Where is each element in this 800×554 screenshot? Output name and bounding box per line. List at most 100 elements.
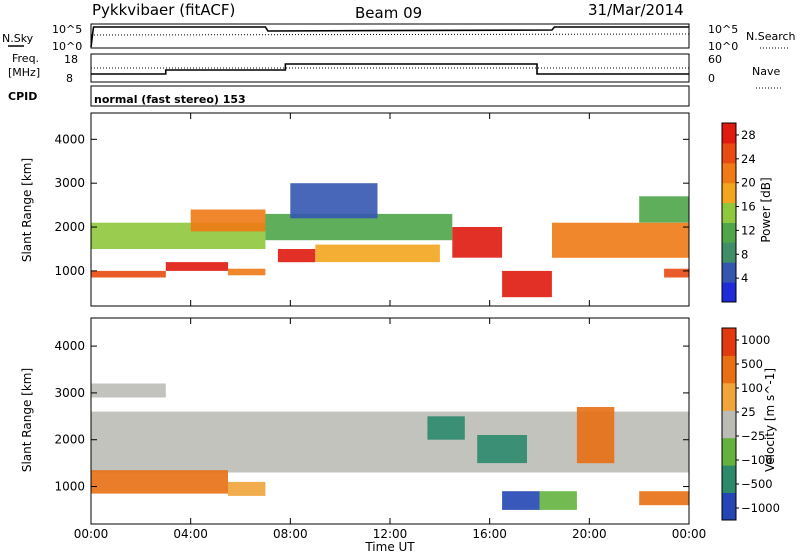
power-colorbar-label-3: 16	[741, 200, 756, 214]
xtick-label-0: 00:00	[74, 527, 109, 541]
xtick-label-1: 04:00	[173, 527, 208, 541]
velocity-colorbar-segment-0	[722, 492, 736, 521]
beam-label: Beam 09	[355, 4, 422, 22]
velocity-colorbar-segment-3	[722, 410, 736, 439]
power-band-0	[91, 270, 166, 278]
xtick-label-3: 12:00	[373, 527, 408, 541]
power-colorbar-segment-1	[722, 262, 736, 283]
velocity-ytick-label-3: 4000	[54, 339, 85, 353]
velocity-colorbar-label-5: −100	[741, 453, 773, 467]
power-colorbar-label-4: 20	[741, 176, 756, 190]
power-colorbar-segment-0	[722, 282, 736, 303]
power-band-13	[664, 268, 689, 278]
power-band-8	[315, 244, 440, 263]
power-ytick-label-1: 2000	[54, 220, 85, 234]
velocity-colorbar-label-2: 100	[741, 381, 763, 395]
velocity-ytick-label-2: 3000	[54, 386, 85, 400]
velocity-band-8	[576, 407, 615, 464]
velocity-ytick-label-0: 1000	[54, 480, 85, 494]
nsearch-line	[90, 33, 690, 36]
freq-label: Freq.	[12, 52, 39, 65]
velocity-colorbar: 1000 500 100 25 −25 −100 −500 −1000	[721, 327, 780, 521]
power-y-ticks: 1000 2000 3000 4000	[54, 132, 689, 278]
velocity-colorbar-label-4: −25	[741, 429, 765, 443]
nave-label: Nave	[752, 65, 780, 78]
date-label: 31/Mar/2014	[588, 1, 684, 19]
cpid-frame	[90, 85, 690, 107]
power-colorbar-label: Power [dB]	[759, 177, 773, 242]
power-colorbar-label-5: 24	[741, 152, 756, 166]
power-band-12	[639, 196, 689, 223]
power-colorbar-segment-5	[722, 182, 736, 204]
power-colorbar-label-6: 28	[741, 128, 756, 142]
velocity-colorbar-label-6: −500	[741, 477, 773, 491]
xtick-label-2: 08:00	[273, 527, 308, 541]
noise-left-tick-low: 10^0	[52, 40, 82, 53]
power-band-7	[277, 249, 316, 263]
nsky-line	[90, 26, 689, 48]
power-colorbar-segment-8	[722, 123, 736, 144]
xtick-label-5: 20:00	[572, 527, 607, 541]
nsky-label: N.Sky	[2, 32, 34, 45]
power-colorbar-segment-6	[722, 162, 736, 184]
power-band-2	[228, 268, 266, 276]
velocity-band-5	[477, 435, 527, 464]
freq-left-tick-low: 8	[66, 72, 73, 85]
power-colorbar-label-2: 12	[741, 223, 756, 237]
power-plot-background	[91, 113, 689, 306]
velocity-band-4	[427, 416, 465, 440]
velocity-colorbar-segment-2	[722, 437, 736, 466]
power-band-1	[165, 262, 229, 271]
xtick-label-4: 16:00	[472, 527, 507, 541]
station-title: Pykkvibaer (fitACF)	[92, 1, 235, 19]
power-band-4	[190, 209, 266, 232]
velocity-ytick-label-1: 2000	[54, 433, 85, 447]
power-band-9	[452, 227, 503, 258]
velocity-band-6	[502, 491, 540, 510]
power-band-6	[290, 183, 378, 219]
power-ytick-label-3: 4000	[54, 132, 85, 146]
velocity-colorbar-label-1: 500	[741, 357, 763, 371]
power-colorbar-label-1: 8	[741, 247, 748, 261]
power-ylabel: Slant Range [km]	[20, 158, 34, 262]
power-panel: 1000 2000 3000 4000 Slant Range [km] 4 8 12 16…	[20, 112, 773, 307]
noise-panel-frame	[90, 23, 690, 49]
frequency-panel-frame	[90, 53, 690, 83]
velocity-colorbar-segment-5	[722, 355, 736, 384]
noise-right-tick-low: 10^0	[708, 40, 738, 53]
velocity-colorbar-label-0: 1000	[741, 333, 770, 347]
power-colorbar-segment-3	[722, 222, 736, 243]
power-colorbar-segment-2	[722, 242, 736, 263]
velocity-colorbar-label: Velocity [m s^-1]	[763, 368, 777, 472]
power-colorbar-label-0: 4	[741, 271, 748, 285]
power-colorbar-frame	[721, 122, 737, 303]
xlabel: Time UT	[364, 540, 415, 554]
velocity-band-9	[639, 491, 689, 506]
velocity-colorbar-label-7: −1000	[741, 501, 780, 515]
velocity-y-ticks: 1000 2000 3000 4000	[54, 339, 689, 494]
xtick-label-6: 00:00	[672, 527, 707, 541]
velocity-colorbar-segment-4	[722, 382, 736, 411]
velocity-band-2	[228, 481, 266, 496]
velocity-band-1	[91, 470, 228, 494]
power-band-11	[552, 222, 689, 258]
freq-right-tick-low: 0	[708, 72, 715, 85]
power-colorbar: 4 8 12 16 20 24 28	[721, 122, 756, 303]
power-band-10	[502, 270, 552, 298]
power-ytick-label-2: 3000	[54, 176, 85, 190]
velocity-panel: 1000 2000 3000 4000 Slant Range [km] 1000 50…	[20, 317, 780, 525]
nsearch-label: N.Search	[746, 30, 796, 43]
velocity-colorbar-segment-6	[722, 328, 736, 356]
cpid-row: CPID normal (fast stereo) 153	[8, 85, 690, 107]
velocity-colorbar-label-3: 25	[741, 405, 756, 419]
freq-left-tick-high: 18	[64, 53, 78, 66]
power-data-layer	[91, 183, 689, 298]
power-ytick-label-0: 1000	[54, 264, 85, 278]
noise-left-tick-high: 10^5	[52, 23, 82, 36]
cpid-label: CPID	[8, 90, 37, 103]
noise-panel: N.Sky 10^5 10^0 10^5 10^0 N.Search	[2, 23, 796, 53]
time-x-ticks: 00:00 04:00 08:00 12:00 16:00 20:00 00:00	[74, 113, 707, 541]
frequency-line	[91, 63, 689, 75]
freq-right-tick-high: 60	[708, 53, 722, 66]
